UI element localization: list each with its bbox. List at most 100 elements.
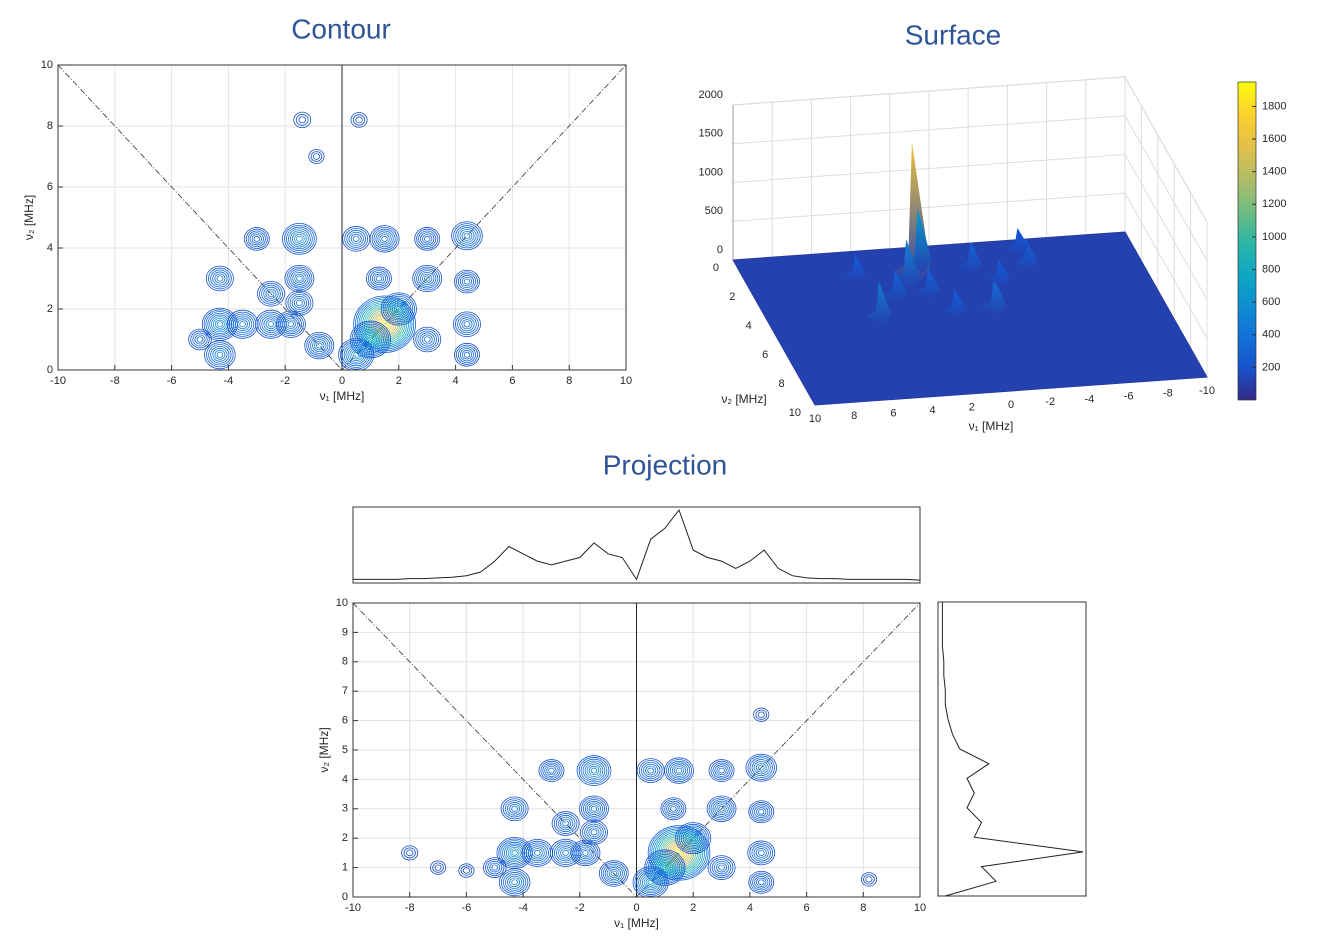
contour-level bbox=[752, 874, 771, 891]
contour-level bbox=[284, 264, 315, 293]
contour-level bbox=[640, 761, 661, 780]
contour-level bbox=[752, 803, 771, 820]
contour-level bbox=[529, 846, 545, 860]
z-tick-label: 2000 bbox=[699, 89, 723, 101]
contour-level bbox=[214, 319, 225, 329]
contour-level bbox=[418, 270, 437, 287]
y-tick-label: 2 bbox=[729, 291, 735, 303]
contour-level bbox=[457, 315, 477, 334]
contour-level bbox=[506, 802, 523, 816]
contour-level bbox=[454, 269, 480, 294]
x-tick-label: -10 bbox=[50, 375, 66, 387]
surface-peak bbox=[843, 254, 867, 283]
contour-level bbox=[249, 232, 264, 246]
contour-level bbox=[582, 799, 605, 819]
contour-level bbox=[214, 273, 226, 284]
contour-level bbox=[670, 805, 677, 812]
contour-level bbox=[371, 271, 387, 286]
contour-level bbox=[757, 849, 765, 856]
contour-level bbox=[206, 342, 234, 368]
contour-level bbox=[753, 846, 769, 860]
contour-level bbox=[293, 111, 312, 129]
contour-level bbox=[863, 874, 875, 885]
contour-level bbox=[660, 797, 687, 821]
contour-level bbox=[716, 804, 727, 814]
contour-level bbox=[636, 869, 665, 895]
contour-level bbox=[562, 820, 569, 827]
contour-level bbox=[211, 316, 229, 333]
contour-level bbox=[463, 278, 471, 285]
contour-level bbox=[678, 825, 708, 851]
contour-level bbox=[576, 755, 612, 786]
contour-level bbox=[308, 335, 331, 356]
contour-level bbox=[750, 872, 773, 893]
x-axis-label: ν₁ [MHz] bbox=[969, 419, 1014, 433]
contour-level bbox=[341, 341, 371, 368]
contour-level bbox=[216, 321, 223, 328]
contour-level bbox=[588, 804, 600, 814]
contour-level bbox=[459, 348, 475, 362]
contour-level bbox=[251, 234, 262, 244]
x-tick-label: 4 bbox=[453, 375, 459, 387]
contour-level bbox=[756, 807, 767, 817]
diagonal bbox=[57, 64, 343, 371]
contour-level bbox=[756, 877, 767, 887]
contour-level bbox=[373, 228, 396, 249]
contour-level bbox=[434, 864, 442, 871]
contour-level bbox=[460, 865, 473, 876]
contour-level bbox=[586, 825, 602, 840]
contour-level bbox=[533, 849, 541, 856]
contour-level bbox=[286, 226, 313, 252]
colorbar-tick-label: 1800 bbox=[1262, 100, 1286, 112]
contour-level bbox=[690, 835, 697, 841]
contour-level bbox=[247, 230, 266, 248]
contour-level bbox=[748, 870, 775, 894]
y-tick-label: 10 bbox=[789, 407, 801, 419]
contour-level bbox=[713, 860, 730, 875]
contour-level bbox=[291, 295, 308, 310]
contour-level bbox=[570, 839, 601, 867]
contour-level bbox=[542, 762, 561, 779]
contour-level bbox=[457, 346, 476, 364]
x-tick-label: -8 bbox=[1163, 388, 1173, 400]
contour-level bbox=[461, 319, 473, 330]
contour-level bbox=[267, 290, 275, 297]
contour-level bbox=[294, 233, 305, 244]
contour-level bbox=[647, 879, 654, 886]
contour-level bbox=[461, 350, 473, 360]
contour-level bbox=[216, 351, 224, 358]
contour-level bbox=[538, 759, 565, 783]
contour-level bbox=[348, 231, 364, 246]
contour-level bbox=[491, 864, 499, 871]
contour-level bbox=[310, 337, 329, 354]
colorbar-tick-label: 400 bbox=[1262, 329, 1280, 341]
contour-level bbox=[578, 846, 593, 860]
contour-level bbox=[551, 811, 580, 836]
contour-level bbox=[344, 227, 369, 250]
contour-level bbox=[505, 845, 524, 861]
y-tick-label: 0 bbox=[342, 891, 348, 903]
contour-level bbox=[645, 877, 656, 887]
contour-level bbox=[463, 321, 471, 328]
contour-level bbox=[640, 872, 662, 892]
contour-level bbox=[462, 867, 470, 874]
surface-peak bbox=[916, 268, 940, 300]
contour-level bbox=[263, 286, 279, 301]
contour-level bbox=[748, 800, 775, 824]
contour-level bbox=[416, 228, 439, 249]
contour-level bbox=[210, 345, 230, 364]
contour-level bbox=[645, 765, 657, 776]
chart-title: Contour bbox=[291, 13, 391, 44]
contour-level bbox=[351, 350, 362, 360]
contour-level bbox=[714, 802, 729, 816]
y-tick-label: 0 bbox=[47, 364, 53, 376]
contour-level bbox=[418, 230, 437, 248]
contour-level bbox=[304, 331, 335, 360]
contour-level bbox=[350, 112, 368, 128]
contour-level bbox=[294, 273, 305, 284]
contour-level bbox=[461, 230, 473, 241]
contour-level bbox=[509, 877, 520, 888]
contour-level bbox=[505, 873, 525, 891]
y-axis-label: ν₂ [MHz] bbox=[22, 195, 36, 240]
contour-level bbox=[647, 767, 655, 774]
